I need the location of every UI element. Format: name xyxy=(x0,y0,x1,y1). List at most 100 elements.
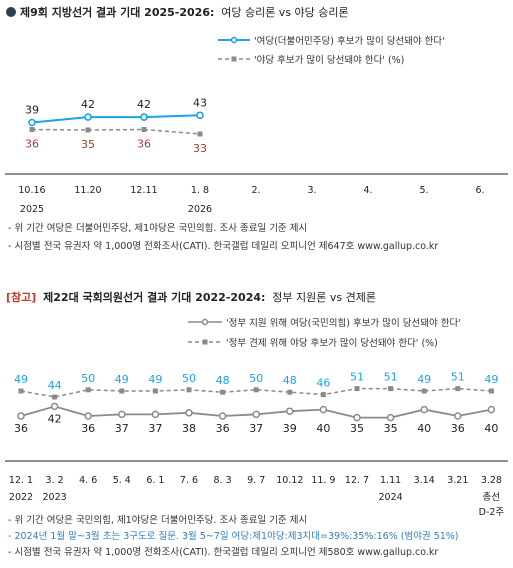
x-tick-year: 2024 xyxy=(379,492,403,503)
data-label-series2: 48 xyxy=(283,374,297,387)
data-point-series2 xyxy=(18,388,24,394)
chart2-legend-series2: '정부 견제 위해 야당 후보가 많이 당선돼야 한다' (%) xyxy=(226,337,438,349)
x-tick-label: 5. 4 xyxy=(113,475,131,486)
data-label-series1: 40 xyxy=(484,422,498,435)
data-point-series2 xyxy=(85,387,91,393)
data-label-series2: 49 xyxy=(484,373,498,386)
data-point-series2 xyxy=(388,386,394,392)
x-tick-label: 1. 8 xyxy=(191,185,209,196)
chart2-legend-series1: '정부 지원 위해 여당(국민의힘) 후보가 많이 당선돼야 한다' xyxy=(226,317,461,329)
data-label-series1: 40 xyxy=(417,422,431,435)
data-point-series1 xyxy=(487,405,496,414)
x-tick-label: 3.14 xyxy=(414,475,435,486)
data-label-series1: 36 xyxy=(14,422,28,435)
data-label-series1: 42 xyxy=(81,98,95,111)
series-line-solid xyxy=(31,114,201,124)
data-point-series1 xyxy=(84,113,92,121)
data-label-series1: 37 xyxy=(115,422,129,435)
x-tick-sublabel: 총선 xyxy=(483,492,500,503)
x-tick-label: 9. 7 xyxy=(247,475,265,486)
data-label-series2: 36 xyxy=(137,138,151,151)
chart2-notes: - 위 기간 여당은 국민의힘, 제1야당은 더불어민주당. 조사 종료일 기준… xyxy=(8,514,459,558)
x-tick-label: 7. 6 xyxy=(180,475,198,486)
chart2-title: [참고] 제22대 국회의원선거 결과 기대 2022-2024: 정부 지원론… xyxy=(6,290,376,304)
data-label-series2: 48 xyxy=(216,374,230,387)
x-tick-label: 6. xyxy=(475,185,484,196)
data-label-series2: 49 xyxy=(115,373,129,386)
data-point-series1 xyxy=(420,405,428,414)
x-tick-year: 2026 xyxy=(188,204,212,215)
data-point-series2 xyxy=(455,386,461,392)
x-tick-label: 3. xyxy=(307,185,316,196)
data-point-series2 xyxy=(85,127,91,133)
x-tick-label: 2. xyxy=(251,185,260,196)
x-tick-year: 2022 xyxy=(9,492,33,503)
legend-marker-circle xyxy=(201,318,209,326)
data-label-series2: 49 xyxy=(14,373,28,386)
data-label-series1: 35 xyxy=(350,422,364,435)
data-label-series1: 35 xyxy=(384,422,398,435)
chart1-header: 제9회 지방선거 결과 기대 2025-2026: 여당 승리론 vs 야당 승… xyxy=(6,5,349,19)
data-label-series2: 49 xyxy=(148,373,162,386)
chart1-note-1: - 위 기간 여당은 더불어민주당, 제1야당은 국민의힘. 조사 종료일 기준… xyxy=(8,222,307,234)
data-point-series2 xyxy=(29,127,35,132)
x-tick-label: 4. xyxy=(363,185,372,196)
data-point-series1 xyxy=(454,412,462,420)
data-label-series2: 33 xyxy=(193,142,207,155)
data-point-series1 xyxy=(286,407,294,415)
data-point-series2 xyxy=(197,131,203,137)
data-label-series1: 39 xyxy=(283,422,297,435)
data-point-series2 xyxy=(253,387,259,393)
data-label-series1: 37 xyxy=(249,422,263,435)
x-tick-label: 3. 2 xyxy=(46,475,64,486)
chart2-note-1: - 위 기간 여당은 국민의힘, 제1야당은 더불어민주당. 조사 종료일 기준… xyxy=(8,514,307,526)
x-tick-sublabel: D-2주 xyxy=(479,507,505,518)
data-point-series1 xyxy=(218,412,227,420)
data-point-series2 xyxy=(354,386,360,392)
data-label-series2: 51 xyxy=(350,371,364,384)
data-point-series1 xyxy=(319,405,328,414)
x-tick-label: 10.12 xyxy=(276,475,303,486)
x-tick-label: 4. 6 xyxy=(79,475,97,486)
chart2-plot: 49 44 50 49 49 50 48 50 48 46 51 51 49 51 49 36 42 36 37 37… xyxy=(14,371,498,435)
x-tick-label: 6. 1 xyxy=(146,475,164,486)
data-label-series1: 36 xyxy=(81,422,95,435)
data-label-series1: 37 xyxy=(148,422,162,435)
chart2-note-3: - 시점별 전국 유권자 약 1,000명 전화조사(CATI). 한국갤럽 데… xyxy=(8,546,438,558)
legend-marker-square xyxy=(202,339,208,345)
data-point-series1 xyxy=(196,111,204,120)
x-tick-label: 12. 1 xyxy=(9,475,33,486)
chart1-notes: - 위 기간 여당은 더불어민주당, 제1야당은 국민의힘. 조사 종료일 기준… xyxy=(8,222,438,252)
data-label-series1: 42 xyxy=(137,98,151,111)
data-point-series1 xyxy=(140,113,148,121)
data-point-series2 xyxy=(421,388,427,394)
data-point-series2 xyxy=(52,394,58,400)
x-tick-label: 11. 9 xyxy=(311,475,335,486)
x-tick-label: 3.21 xyxy=(447,475,468,486)
x-tick-label: 5. xyxy=(419,185,428,196)
x-tick-label: 12. 7 xyxy=(345,475,369,486)
data-point-series2 xyxy=(287,389,293,395)
data-point-series1 xyxy=(151,410,160,419)
bullet-icon xyxy=(6,7,16,17)
chart1-legend-series1: '여당(더불어민주당) 후보가 많이 당선돼야 한다' xyxy=(254,35,445,47)
series-line-dashed xyxy=(20,387,492,398)
data-label-series2: 46 xyxy=(316,377,330,390)
data-label-series2: 49 xyxy=(417,373,431,386)
chart1-legend: '여당(더불어민주당) 후보가 많이 당선돼야 한다' '야당 후보가 많이 당… xyxy=(218,35,445,66)
legend-marker-gray xyxy=(231,56,237,62)
data-label-series2: 50 xyxy=(249,372,263,385)
data-point-series1 xyxy=(118,410,126,419)
data-point-series1 xyxy=(28,118,36,127)
data-point-series2 xyxy=(320,392,326,398)
data-label-series1: 39 xyxy=(25,104,39,117)
x-tick-year: 2023 xyxy=(43,492,67,503)
data-point-series2 xyxy=(119,388,125,394)
x-tick-label: 12.11 xyxy=(130,185,157,196)
x-tick-label: 3.28 xyxy=(481,475,502,486)
chart1-legend-series2: '야당 후보가 많이 당선돼야 한다' (%) xyxy=(254,55,404,66)
chart1-note-2: - 시점별 전국 유권자 약 1,000명 전화조사(CATI). 한국갤럽 데… xyxy=(8,240,438,252)
chart1-x-axis: 10.16 2025 11.20 12.11 1. 8 2026 2. 3. 4. 5. 6. xyxy=(5,173,508,215)
legend-marker-blue xyxy=(230,36,238,44)
